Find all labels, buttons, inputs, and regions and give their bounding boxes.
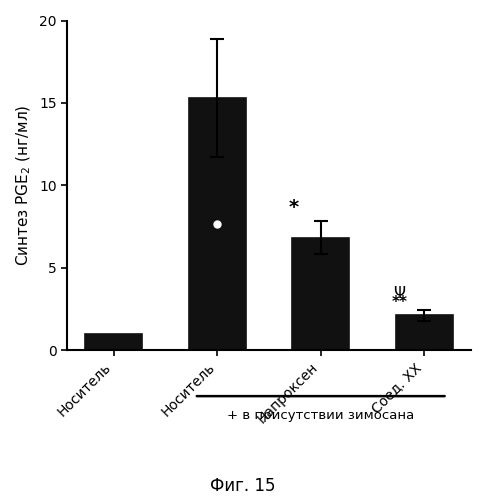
Bar (189, 98, 246, 350)
Bar (292, 238, 349, 350)
Text: Фиг. 15: Фиг. 15 (210, 477, 276, 495)
Y-axis label: Синтез PGE$_2$ (нг/мл): Синтез PGE$_2$ (нг/мл) (15, 104, 34, 266)
Bar (86, 334, 142, 350)
Text: **: ** (391, 296, 407, 310)
Text: *: * (289, 198, 299, 216)
Text: + в присутствии зимосана: + в присутствии зимосана (227, 410, 415, 422)
Text: Ψ: Ψ (393, 286, 405, 300)
Bar (396, 316, 452, 350)
